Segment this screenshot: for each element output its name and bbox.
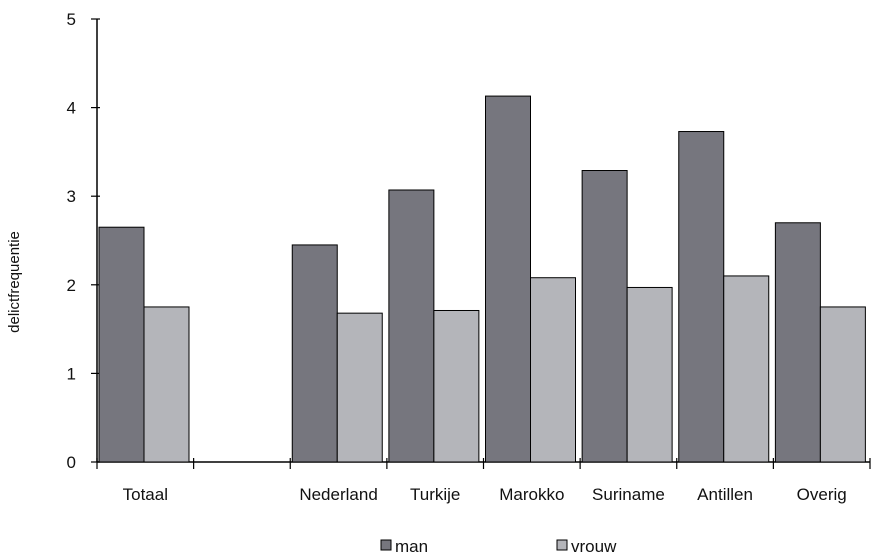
legend: man vrouw — [380, 537, 617, 555]
x-tick-label: Antillen — [697, 485, 753, 504]
bar-vrouw — [723, 275, 770, 463]
y-axis-label: delictfrequentie — [6, 231, 23, 333]
bar-vrouw — [530, 277, 576, 463]
legend-swatch — [556, 539, 568, 551]
bar-man — [485, 95, 531, 463]
y-tick-label: 0 — [67, 453, 76, 472]
bars — [98, 95, 866, 463]
bar-vrouw — [143, 306, 190, 463]
x-tick-label: Turkije — [410, 485, 460, 504]
bar-vrouw — [336, 312, 383, 463]
x-tick-label: Totaal — [123, 485, 168, 504]
y-tick-label: 3 — [67, 187, 76, 206]
y-tick-label: 1 — [67, 364, 76, 383]
labels: 0 1 2 3 4 5 Totaal Nederland Turkije Marokko Surin… — [67, 10, 847, 504]
bar-man — [98, 226, 145, 463]
y-tick-label: 2 — [67, 276, 76, 295]
bar-man — [774, 222, 821, 463]
bar-man — [678, 131, 725, 463]
bar-man — [581, 170, 628, 463]
x-tick-label: Marokko — [499, 485, 564, 504]
bar-man — [291, 244, 338, 463]
x-tick-label: Nederland — [299, 485, 377, 504]
bar-vrouw — [433, 309, 480, 463]
bar-vrouw — [819, 306, 866, 463]
bar-vrouw — [626, 286, 673, 463]
legend-label: vrouw — [571, 537, 617, 555]
x-tick-label: Overig — [797, 485, 847, 504]
y-tick-label: 5 — [67, 10, 76, 29]
x-tick-label: Suriname — [592, 485, 665, 504]
y-tick-label: 4 — [67, 99, 76, 118]
bar-man — [388, 189, 435, 463]
legend-swatch — [380, 539, 392, 551]
legend-label: man — [395, 537, 428, 555]
